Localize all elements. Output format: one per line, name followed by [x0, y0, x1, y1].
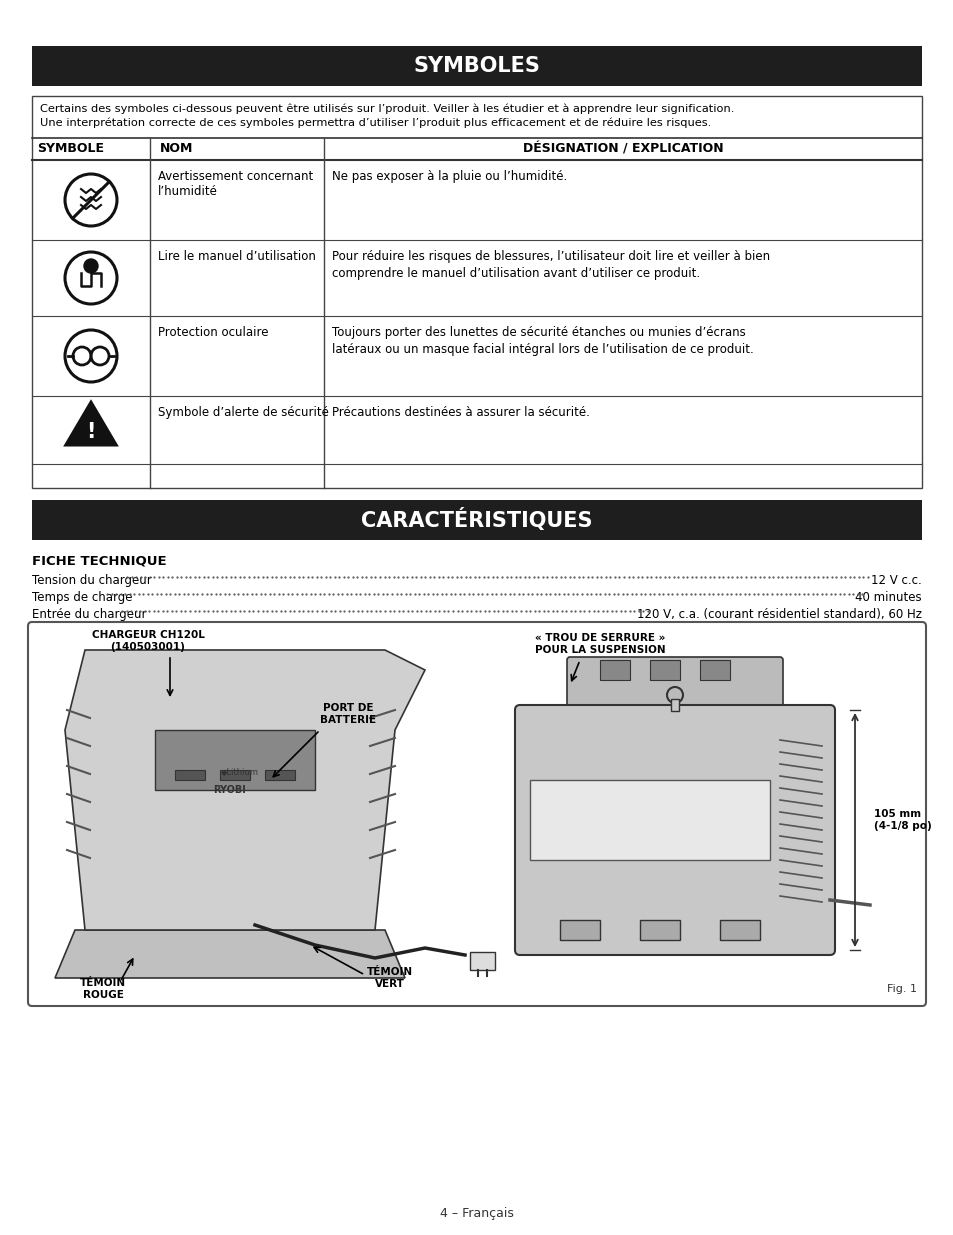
- Bar: [32, 96, 921, 488]
- Text: CARACTÉRISTIQUES: CARACTÉRISTIQUES: [361, 509, 592, 531]
- Bar: [174, 769, 205, 781]
- Text: RYOBI: RYOBI: [213, 785, 246, 795]
- Text: 120 V, c.a. (courant résidentiel standard), 60 Hz: 120 V, c.a. (courant résidentiel standar…: [637, 608, 921, 621]
- Text: TÉMOIN
VERT: TÉMOIN VERT: [367, 967, 413, 988]
- Text: TÉMOIN
ROUGE: TÉMOIN ROUGE: [80, 978, 126, 999]
- Text: Ne pas exposer à la pluie ou l’humidité.: Ne pas exposer à la pluie ou l’humidité.: [332, 170, 567, 183]
- Bar: [670, 699, 679, 711]
- Polygon shape: [65, 650, 424, 930]
- Bar: [32, 46, 921, 86]
- Text: 4 – Français: 4 – Français: [439, 1207, 514, 1219]
- Text: Pour réduire les risques de blessures, l’utilisateur doit lire et veiller à bien: Pour réduire les risques de blessures, l…: [332, 249, 769, 280]
- Text: 105 mm
(4-1/8 po): 105 mm (4-1/8 po): [873, 809, 931, 831]
- Text: Lire le manuel d’utilisation: Lire le manuel d’utilisation: [158, 249, 315, 263]
- Text: Protection oculaire: Protection oculaire: [158, 326, 268, 338]
- Text: « TROU DE SERRURE »
POUR LA SUSPENSION: « TROU DE SERRURE » POUR LA SUSPENSION: [534, 634, 664, 655]
- Bar: [220, 769, 250, 781]
- Bar: [530, 781, 769, 860]
- Text: ◆Lithium: ◆Lithium: [221, 767, 258, 777]
- Bar: [32, 500, 921, 540]
- Bar: [559, 920, 599, 940]
- Text: Temps de charge: Temps de charge: [32, 592, 132, 604]
- Text: Fig. 1: Fig. 1: [886, 984, 916, 994]
- Text: PORT DE
BATTERIE: PORT DE BATTERIE: [319, 703, 375, 725]
- Bar: [599, 659, 629, 680]
- Text: NOM: NOM: [160, 142, 193, 156]
- Text: 40 minutes: 40 minutes: [855, 592, 921, 604]
- FancyBboxPatch shape: [28, 622, 925, 1007]
- Text: FICHE TECHNIQUE: FICHE TECHNIQUE: [32, 555, 167, 567]
- Text: Une interprétation correcte de ces symboles permettra d’utiliser l’produit plus : Une interprétation correcte de ces symbo…: [40, 119, 711, 128]
- Bar: [720, 920, 760, 940]
- Text: Symbole d’alerte de sécurité: Symbole d’alerte de sécurité: [158, 406, 329, 419]
- Bar: [470, 952, 495, 969]
- Text: Tension du chargeur: Tension du chargeur: [32, 574, 152, 587]
- Text: !: !: [86, 422, 95, 442]
- FancyBboxPatch shape: [566, 657, 782, 713]
- Circle shape: [84, 259, 98, 273]
- Text: Avertissement concernant
l’humidité: Avertissement concernant l’humidité: [158, 170, 313, 198]
- Bar: [154, 730, 314, 790]
- Text: DÉSIGNATION / EXPLICATION: DÉSIGNATION / EXPLICATION: [522, 142, 722, 156]
- Text: Toujours porter des lunettes de sécurité étanches ou munies d’écrans
latéraux ou: Toujours porter des lunettes de sécurité…: [332, 326, 753, 356]
- Text: SYMBOLE: SYMBOLE: [37, 142, 104, 156]
- Polygon shape: [65, 401, 117, 446]
- Bar: [639, 920, 679, 940]
- Text: Certains des symboles ci-dessous peuvent être utilisés sur l’produit. Veiller à : Certains des symboles ci-dessous peuvent…: [40, 103, 734, 114]
- Bar: [265, 769, 294, 781]
- Bar: [700, 659, 729, 680]
- Bar: [649, 659, 679, 680]
- FancyBboxPatch shape: [515, 705, 834, 955]
- Text: CHARGEUR CH120L
(140503001): CHARGEUR CH120L (140503001): [91, 630, 204, 652]
- Text: SYMBOLES: SYMBOLES: [414, 56, 539, 77]
- Text: 12 V c.c.: 12 V c.c.: [870, 574, 921, 587]
- Polygon shape: [55, 930, 405, 978]
- Text: Précautions destinées à assurer la sécurité.: Précautions destinées à assurer la sécur…: [332, 406, 589, 419]
- Text: Entrée du chargeur: Entrée du chargeur: [32, 608, 147, 621]
